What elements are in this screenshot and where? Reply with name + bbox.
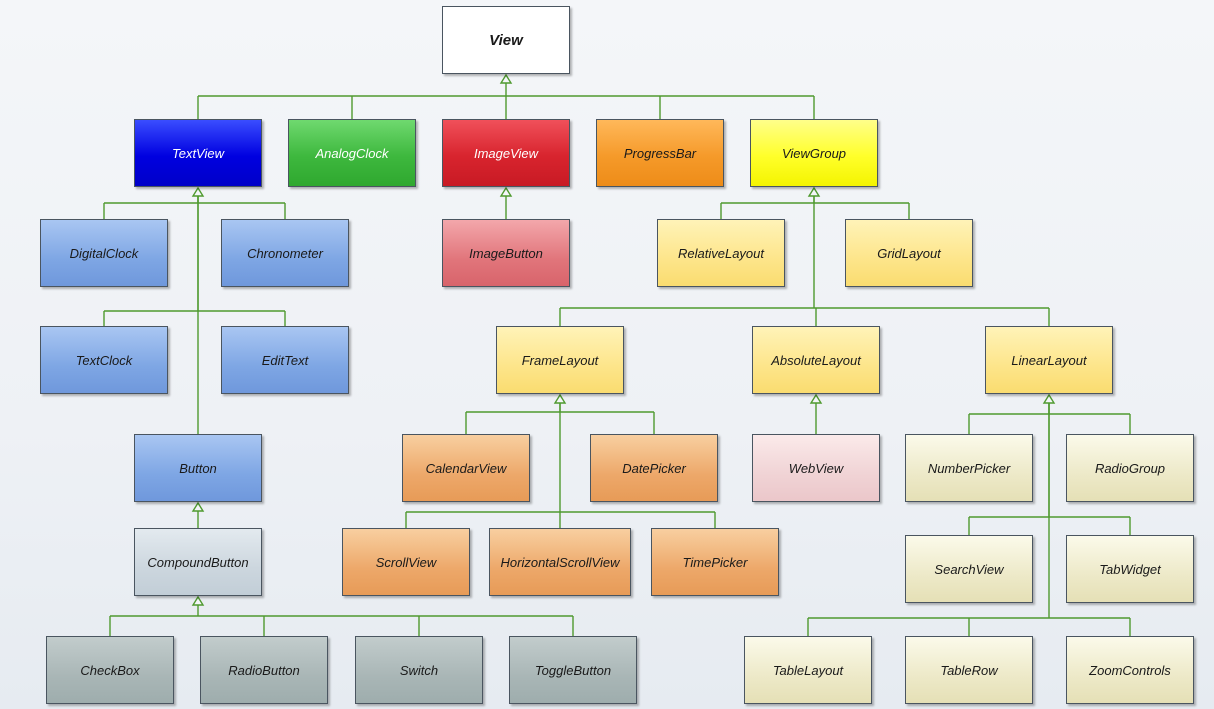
inheritance-arrow-icon xyxy=(191,501,205,512)
inheritance-arrow-icon xyxy=(809,393,823,404)
node-framelayout: FrameLayout xyxy=(496,326,624,394)
node-timepicker: TimePicker xyxy=(651,528,779,596)
node-imagebutton: ImageButton xyxy=(442,219,570,287)
inheritance-arrow-icon xyxy=(499,73,513,84)
node-imageview: ImageView xyxy=(442,119,570,187)
node-textclock: TextClock xyxy=(40,326,168,394)
node-numberpicker: NumberPicker xyxy=(905,434,1033,502)
node-searchview: SearchView xyxy=(905,535,1033,603)
inheritance-arrow-icon xyxy=(807,186,821,197)
node-digitalclock: DigitalClock xyxy=(40,219,168,287)
inheritance-arrow-icon xyxy=(499,186,513,197)
node-tabwidget: TabWidget xyxy=(1066,535,1194,603)
node-tablelayout: TableLayout xyxy=(744,636,872,704)
inheritance-arrow-icon xyxy=(1042,393,1056,404)
node-scrollview: ScrollView xyxy=(342,528,470,596)
node-tablerow: TableRow xyxy=(905,636,1033,704)
node-edittext: EditText xyxy=(221,326,349,394)
node-compoundbutton: CompoundButton xyxy=(134,528,262,596)
node-viewgroup: ViewGroup xyxy=(750,119,878,187)
node-togglebutton: ToggleButton xyxy=(509,636,637,704)
node-datepicker: DatePicker xyxy=(590,434,718,502)
inheritance-arrow-icon xyxy=(191,595,205,606)
node-checkbox: CheckBox xyxy=(46,636,174,704)
node-relativelayout: RelativeLayout xyxy=(657,219,785,287)
node-gridlayout: GridLayout xyxy=(845,219,973,287)
node-horizontalscrollview: HorizontalScrollView xyxy=(489,528,631,596)
node-progressbar: ProgressBar xyxy=(596,119,724,187)
node-absolutelayout: AbsoluteLayout xyxy=(752,326,880,394)
node-linearlayout: LinearLayout xyxy=(985,326,1113,394)
node-radiogroup: RadioGroup xyxy=(1066,434,1194,502)
inheritance-arrow-icon xyxy=(191,186,205,197)
node-switch: Switch xyxy=(355,636,483,704)
node-textview: TextView xyxy=(134,119,262,187)
node-view: View xyxy=(442,6,570,74)
node-calendarview: CalendarView xyxy=(402,434,530,502)
node-analogclock: AnalogClock xyxy=(288,119,416,187)
node-button: Button xyxy=(134,434,262,502)
node-radiobutton: RadioButton xyxy=(200,636,328,704)
node-chronometer: Chronometer xyxy=(221,219,349,287)
node-webview: WebView xyxy=(752,434,880,502)
node-zoomcontrols: ZoomControls xyxy=(1066,636,1194,704)
inheritance-arrow-icon xyxy=(553,393,567,404)
